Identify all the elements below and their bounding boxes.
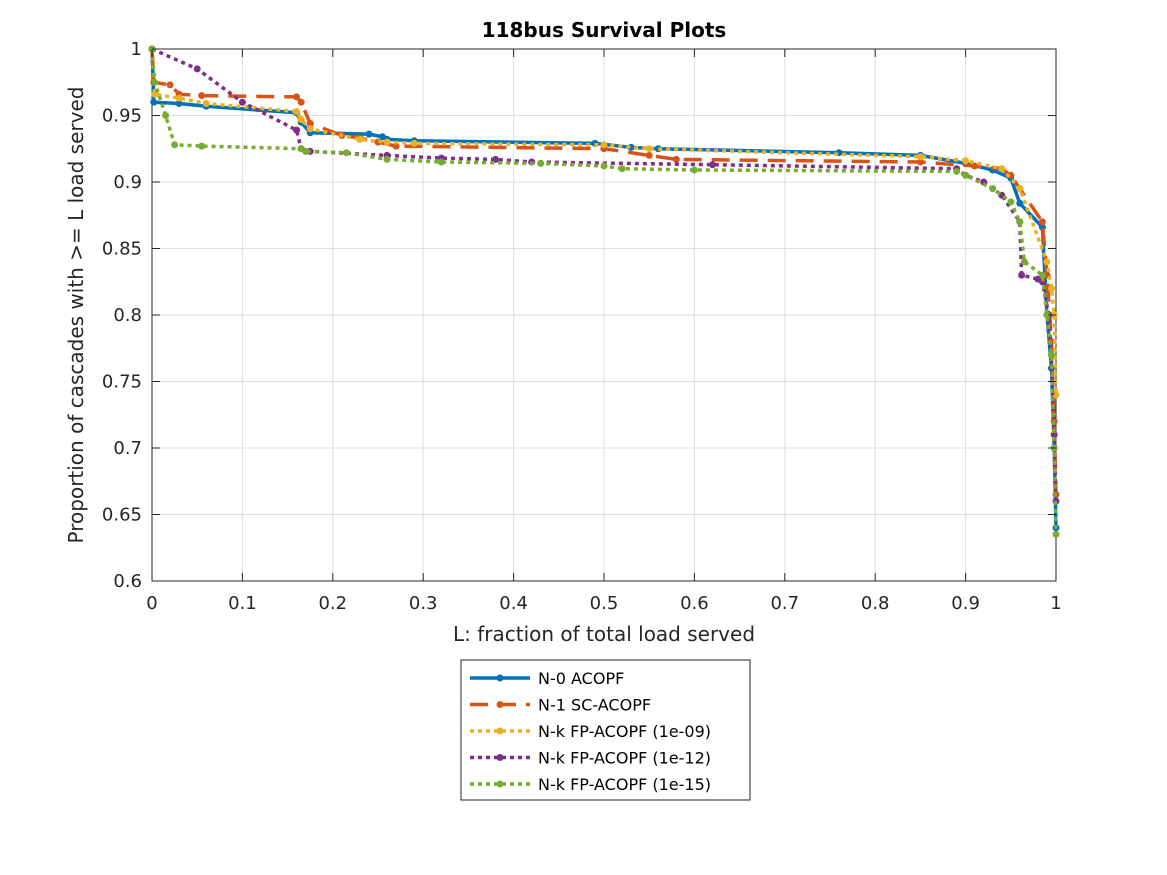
legend-entry: N-1 SC-ACOPF — [538, 696, 651, 715]
legend-marker — [496, 727, 504, 735]
x-tick-label: 1 — [1050, 593, 1061, 614]
series-5 — [148, 45, 1060, 538]
data-point — [166, 81, 174, 89]
y-axis-label: Proportion of cascades with >= L load se… — [64, 87, 88, 544]
data-point — [953, 167, 961, 175]
y-tick-label: 0.65 — [102, 505, 142, 526]
data-point — [962, 171, 970, 179]
x-axis-ticks: 0 0.1 0.2 0.3 0.4 0.5 0.6 0.7 0.8 0.9 1 — [146, 49, 1062, 614]
data-point — [1016, 185, 1024, 193]
y-tick-label: 0.75 — [102, 372, 142, 393]
legend-entry: N-k FP-ACOPF (1e-12) — [538, 749, 711, 768]
x-tick-label: 0.9 — [951, 593, 980, 614]
series-layer — [148, 45, 1060, 538]
data-point — [150, 98, 158, 106]
data-point — [238, 98, 246, 106]
data-point — [1038, 218, 1046, 226]
data-point — [306, 125, 314, 133]
data-point — [151, 78, 159, 86]
legend-entry: N-0 ACOPF — [538, 669, 624, 688]
y-tick-label: 0.7 — [113, 438, 142, 459]
data-point — [193, 65, 201, 73]
data-point — [1050, 431, 1058, 439]
data-point — [1016, 199, 1024, 207]
data-point — [302, 147, 310, 155]
data-point — [293, 108, 301, 115]
legend-marker — [496, 701, 504, 708]
y-tick-label: 0.85 — [102, 239, 142, 260]
data-point — [690, 166, 698, 174]
legend-entry: N-k FP-ACOPF (1e-09) — [538, 722, 711, 741]
legend-marker — [496, 754, 504, 761]
data-point — [1048, 284, 1055, 292]
data-point — [202, 100, 210, 107]
y-tick-label: 1 — [131, 39, 142, 60]
data-point — [916, 158, 924, 166]
data-point — [1020, 258, 1028, 266]
x-axis-label: L: fraction of total load served — [453, 622, 755, 646]
data-point — [709, 161, 716, 169]
x-tick-label: 0.1 — [228, 593, 257, 614]
data-point — [410, 139, 418, 147]
data-point — [537, 159, 545, 167]
x-tick-label: 0.6 — [680, 593, 709, 614]
data-point — [342, 149, 350, 157]
y-tick-label: 0.8 — [113, 305, 142, 326]
data-point — [297, 98, 305, 106]
legend-marker — [496, 674, 504, 682]
data-point — [1018, 271, 1026, 279]
data-point — [293, 126, 301, 134]
y-tick-label: 0.9 — [113, 172, 142, 193]
data-point — [175, 100, 183, 107]
data-point — [175, 94, 183, 102]
data-point — [916, 153, 924, 161]
data-point — [383, 155, 391, 163]
data-point — [989, 185, 997, 193]
data-point — [1043, 258, 1051, 266]
data-point — [383, 138, 391, 146]
data-point — [1048, 351, 1055, 359]
x-tick-label: 0.8 — [861, 593, 890, 614]
data-point — [365, 130, 373, 138]
y-axis-ticks: 0.6 0.65 0.7 0.75 0.8 0.85 0.9 0.95 1 — [102, 39, 1056, 592]
data-point — [672, 155, 680, 163]
y-tick-label: 0.95 — [102, 106, 142, 127]
data-point — [962, 157, 970, 165]
data-point — [645, 151, 653, 159]
legend-box — [460, 659, 751, 801]
data-point — [600, 162, 608, 170]
series-line — [150, 48, 1058, 395]
x-tick-label: 0.2 — [318, 593, 347, 614]
data-point — [293, 93, 301, 101]
data-point — [1038, 271, 1046, 279]
data-point — [306, 120, 314, 127]
data-point — [162, 112, 170, 119]
data-point — [171, 141, 179, 149]
data-point — [998, 165, 1006, 173]
x-tick-label: 0.3 — [409, 593, 438, 614]
legend-marker — [496, 780, 504, 788]
y-tick-label: 0.6 — [113, 571, 142, 592]
data-point — [297, 116, 305, 123]
data-point — [437, 158, 445, 166]
x-tick-label: 0 — [146, 593, 157, 614]
x-tick-label: 0.7 — [770, 593, 799, 614]
data-point — [1052, 530, 1060, 538]
chart-title: 118bus Survival Plots — [482, 18, 727, 42]
data-point — [1016, 218, 1024, 226]
data-point — [600, 141, 608, 149]
data-point — [971, 162, 979, 170]
data-point — [198, 92, 206, 100]
data-point — [618, 165, 626, 173]
x-tick-label: 0.4 — [499, 593, 528, 614]
data-point — [356, 135, 364, 143]
data-point — [1043, 311, 1051, 319]
data-point — [645, 145, 653, 153]
data-point — [1007, 198, 1015, 206]
data-point — [198, 142, 206, 150]
legend: N-0 ACOPF N-1 SC-ACOPF N-k FP-ACOPF (1e-09… — [460, 659, 751, 801]
legend-entry: N-k FP-ACOPF (1e-15) — [538, 775, 711, 794]
x-tick-label: 0.5 — [590, 593, 619, 614]
